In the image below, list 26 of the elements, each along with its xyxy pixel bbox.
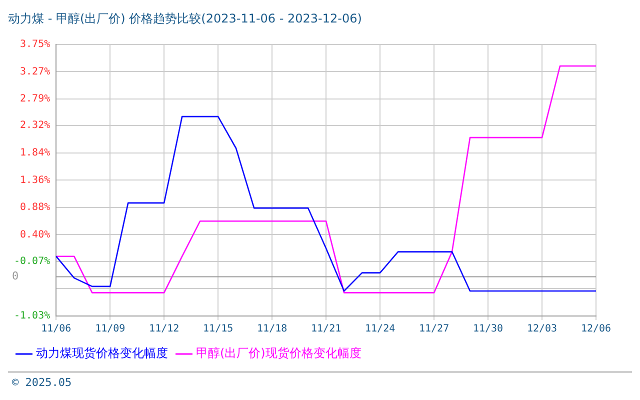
x-tick-label: 11/15 — [203, 324, 234, 335]
y-tick-label: 1.84% — [20, 148, 50, 159]
x-tick-label: 11/24 — [364, 324, 396, 335]
y-tick-label: -1.03% — [14, 310, 50, 322]
y-tick-label: -0.07% — [14, 256, 50, 268]
y-tick-label: 2.79% — [20, 94, 50, 105]
y-tick-label: 1.36% — [20, 174, 50, 186]
y-tick-label: 0.88% — [20, 202, 50, 214]
x-tick-label: 11/12 — [149, 324, 180, 335]
x-tick-label: 11/27 — [418, 324, 450, 335]
chart-title: 动力煤 - 甲醇(出厂价) 价格趋势比较(2023-11-06 - 2023-12-06) — [8, 11, 362, 26]
text: © 2025.05 — [12, 376, 72, 389]
ref-line-label: 0 — [12, 270, 19, 283]
x-tick-label: 12/06 — [580, 324, 612, 335]
y-tick-label: 2.32% — [20, 120, 50, 132]
y-tick-label: 3.27% — [20, 66, 50, 78]
legend-label: 动力煤现货价格变化幅度 — [36, 346, 168, 360]
x-tick-label: 11/06 — [41, 324, 72, 335]
x-tick-label: 11/30 — [472, 324, 504, 335]
y-tick-label: 0.40% — [20, 229, 50, 240]
x-tick-label: 11/09 — [95, 324, 126, 335]
x-tick-label: 12/03 — [526, 324, 558, 335]
legend-label: 甲醇(出厂价)现货价格变化幅度 — [196, 346, 362, 360]
x-tick-label: 11/18 — [257, 324, 288, 335]
y-tick-label: 3.75% — [20, 38, 50, 50]
x-tick-label: 11/21 — [311, 324, 342, 335]
